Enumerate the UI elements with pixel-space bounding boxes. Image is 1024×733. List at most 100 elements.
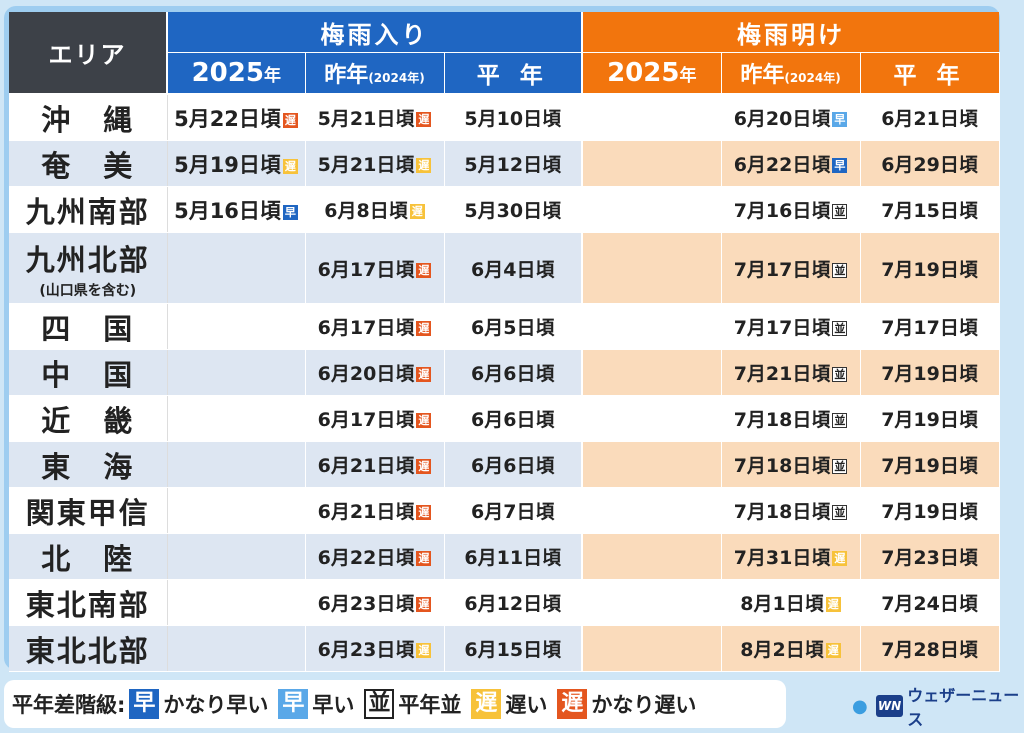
vearly-legend-icon: 早: [129, 689, 160, 719]
onset-normal-value: 5月12日頃: [464, 154, 562, 176]
onset-normal-value: 6月15日頃: [464, 639, 562, 661]
end-lastyear: 7月17日頃並: [721, 232, 861, 304]
normal-badge-icon: 並: [832, 505, 848, 520]
normal-badge-icon: 並: [832, 459, 848, 474]
area-name: 東北北部: [9, 625, 168, 672]
onset-2025: [167, 441, 306, 488]
early-badge-icon: 早: [832, 112, 848, 127]
area-name: 九州北部 (山口県を含む): [9, 232, 168, 304]
late-badge-icon: 遅: [416, 643, 432, 658]
onset-lastyear-value: 6月22日頃: [317, 547, 415, 569]
area-label: 沖 縄: [41, 102, 135, 137]
onset-normal: 6月5日頃: [444, 303, 583, 350]
onset-normal-value: 5月10日頃: [464, 108, 562, 130]
end-normal-value: 7月17日頃: [881, 317, 978, 339]
end-2025: [581, 487, 722, 534]
weathernews-logo: ● WN ウェザーニュース: [852, 686, 1024, 729]
vearly-badge-icon: 早: [282, 204, 298, 220]
end-2025: [581, 232, 722, 304]
onset-lastyear-value: 5月21日頃: [317, 108, 415, 130]
onset-2025: [167, 395, 306, 442]
onset-lastyear-value: 6月23日頃: [317, 639, 415, 661]
area-name: 九州南部: [9, 186, 168, 233]
early-legend-icon: 早: [278, 689, 309, 719]
table-row: 北 陸 6月22日頃遅 6月11日頃 7月31日頃遅 7月23日頃: [9, 533, 1000, 580]
end-2025: [581, 579, 722, 626]
legend-text: 平年並: [398, 693, 462, 717]
onset-normal-value: 6月6日頃: [471, 363, 555, 385]
normal-badge-icon: 並: [832, 413, 848, 428]
end-2025: [581, 94, 722, 141]
table-row: 九州南部 5月16日頃早 6月8日頃遅 5月30日頃 7月16日頃並 7月15日頃: [9, 186, 1000, 233]
end-lastyear-value: 6月20日頃: [733, 108, 831, 130]
legend-item: 並平年並: [364, 689, 461, 719]
legend-text: かなり早い: [163, 693, 269, 717]
vlate-badge-icon: 遅: [416, 597, 432, 612]
end-normal: 7月17日頃: [860, 303, 1000, 350]
end-normal-value: 7月19日頃: [881, 455, 978, 477]
end-lastyear: 7月18日頃並: [721, 487, 861, 534]
area-label: 奄 美: [41, 148, 135, 183]
end-lastyear: 7月31日頃遅: [721, 533, 861, 580]
end-lastyear-value: 7月16日頃: [733, 200, 831, 222]
late-badge-icon: 遅: [825, 643, 841, 658]
end-normal-value: 7月28日頃: [881, 639, 978, 661]
area-name: 東 海: [9, 441, 168, 488]
legend-text: 早い: [312, 693, 355, 717]
vlate-badge-icon: 遅: [416, 367, 432, 382]
onset-2025: [167, 579, 306, 626]
area-name: 関東甲信: [9, 487, 168, 534]
end-lastyear-value: 7月17日頃: [733, 258, 831, 281]
normal-badge-icon: 並: [832, 204, 848, 219]
late-badge-icon: 遅: [416, 158, 432, 173]
onset-lastyear: 6月21日頃遅: [305, 441, 445, 488]
area-label: 近 畿: [41, 403, 135, 438]
onset-2025: [167, 533, 306, 580]
end-lastyear-value: 7月21日頃: [733, 363, 831, 385]
vlate-badge-icon: 遅: [416, 551, 432, 566]
vlate-badge-icon: 遅: [416, 321, 432, 336]
onset-lastyear: 6月23日頃遅: [305, 579, 445, 626]
table-row: 中 国 6月20日頃遅 6月6日頃 7月21日頃並 7月19日頃: [9, 349, 1000, 396]
table-row: 奄 美 5月19日頃遅 5月21日頃遅 5月12日頃 6月22日頃早 6月29日頃: [9, 140, 1000, 187]
onset-lastyear: 6月22日頃遅: [305, 533, 445, 580]
area-label: 東北南部: [25, 587, 150, 622]
end-normal-header: 平 年: [860, 52, 1000, 95]
end-normal: 7月19日頃: [860, 232, 1000, 304]
onset-lastyear-value: 6月21日頃: [317, 501, 415, 523]
onset-lastyear: 6月23日頃遅: [305, 625, 445, 672]
end-2025: [581, 441, 722, 488]
tsuyu-table: エリア 梅雨入り 梅雨明け 2025年 昨年(2024年) 平 年 2025年 …: [9, 12, 1000, 672]
end-lastyear-value: 8月2日頃: [740, 639, 824, 661]
onset-lastyear-header: 昨年(2024年): [305, 52, 445, 95]
end-normal-value: 7月19日頃: [881, 363, 978, 385]
onset-lastyear-value: 6月23日頃: [317, 593, 415, 615]
table-row: 東 海 6月21日頃遅 6月6日頃 7月18日頃並 7月19日頃: [9, 441, 1000, 488]
end-lastyear-header: 昨年(2024年): [721, 52, 861, 95]
end-normal-value: 7月24日頃: [881, 593, 978, 615]
end-2025-header: 2025年: [581, 52, 722, 95]
end-2025: [581, 533, 722, 580]
onset-normal-value: 6月5日頃: [471, 317, 555, 339]
area-name: 沖 縄: [9, 94, 168, 141]
onset-lastyear: 6月17日頃遅: [305, 395, 445, 442]
late-badge-icon: 遅: [832, 551, 848, 566]
vlate-badge-icon: 遅: [416, 459, 432, 474]
normal-badge-icon: 並: [832, 367, 848, 382]
table-row: 東北北部 6月23日頃遅 6月15日頃 8月2日頃遅 7月28日頃: [9, 625, 1000, 672]
legend-text: かなり遅い: [591, 693, 697, 717]
end-lastyear: 7月21日頃並: [721, 349, 861, 396]
onset-lastyear-value: 6月17日頃: [317, 258, 415, 281]
end-header: 梅雨明け: [581, 12, 1000, 53]
onset-normal: 6月4日頃: [444, 232, 583, 304]
legend: 平年差階級: 早かなり早い早早い並平年並遅遅い遅かなり遅い: [4, 680, 786, 728]
onset-normal: 5月30日頃: [444, 186, 583, 233]
area-name: 奄 美: [9, 140, 168, 187]
area-label: 北 陸: [41, 541, 135, 576]
onset-lastyear: 6月17日頃遅: [305, 232, 445, 304]
end-2025: [581, 303, 722, 350]
end-lastyear: 7月18日頃並: [721, 441, 861, 488]
onset-2025: [167, 303, 306, 350]
late-legend-icon: 遅: [471, 689, 502, 719]
